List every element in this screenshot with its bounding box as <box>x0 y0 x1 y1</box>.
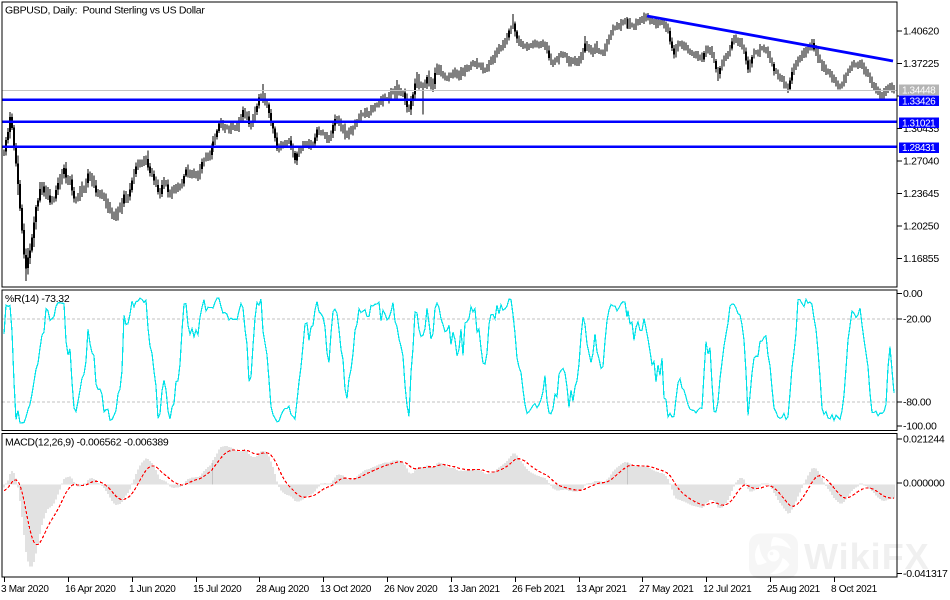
svg-text:13 Apr 2021: 13 Apr 2021 <box>576 584 627 595</box>
svg-text:1 Jun 2020: 1 Jun 2020 <box>129 584 176 595</box>
svg-text:1.40620: 1.40620 <box>903 26 939 38</box>
svg-text:0.000000: 0.000000 <box>903 478 945 490</box>
svg-text:1.31021: 1.31021 <box>902 118 936 129</box>
svg-text:26 Nov 2020: 26 Nov 2020 <box>384 584 438 595</box>
svg-text:12 Jul 2021: 12 Jul 2021 <box>703 584 752 595</box>
svg-text:13 Jan 2021: 13 Jan 2021 <box>448 584 500 595</box>
svg-text:1.28431: 1.28431 <box>902 143 936 154</box>
svg-text:%R(14) -73.32: %R(14) -73.32 <box>5 293 70 305</box>
svg-text:-20.00: -20.00 <box>903 314 931 326</box>
svg-text:1.33426: 1.33426 <box>902 97 936 108</box>
svg-text:26 Feb 2021: 26 Feb 2021 <box>512 584 566 595</box>
svg-text:-80.00: -80.00 <box>903 397 931 409</box>
svg-text:1.37225: 1.37225 <box>903 58 939 70</box>
svg-text:27 May 2021: 27 May 2021 <box>639 584 694 595</box>
svg-text:GBPUSD, Daily: Pound Sterling: GBPUSD, Daily: Pound Sterling vs US Doll… <box>5 5 205 17</box>
svg-text:25 Aug 2021: 25 Aug 2021 <box>767 584 821 595</box>
svg-text:0.00: 0.00 <box>903 288 923 300</box>
svg-text:13 Oct 2020: 13 Oct 2020 <box>320 584 372 595</box>
svg-text:16 Apr 2020: 16 Apr 2020 <box>65 584 116 595</box>
svg-text:1.34448: 1.34448 <box>902 85 936 96</box>
svg-text:8 Oct 2021: 8 Oct 2021 <box>831 584 878 595</box>
svg-text:WikiFX: WikiFX <box>804 536 930 577</box>
svg-text:1.27040: 1.27040 <box>903 156 939 168</box>
svg-text:-0.041317: -0.041317 <box>903 568 948 580</box>
svg-text:1.20250: 1.20250 <box>903 221 939 233</box>
svg-text:15 Jul 2020: 15 Jul 2020 <box>193 584 242 595</box>
svg-text:1.23645: 1.23645 <box>903 188 939 200</box>
svg-text:MACD(12,26,9) -0.006562 -0.006: MACD(12,26,9) -0.006562 -0.006389 <box>5 437 169 449</box>
svg-text:0.021244: 0.021244 <box>903 434 945 446</box>
svg-text:28 Aug 2020: 28 Aug 2020 <box>256 584 310 595</box>
svg-text:-100.00: -100.00 <box>903 421 937 433</box>
svg-text:1.16855: 1.16855 <box>903 253 939 265</box>
svg-text:3 Mar 2020: 3 Mar 2020 <box>1 584 49 595</box>
